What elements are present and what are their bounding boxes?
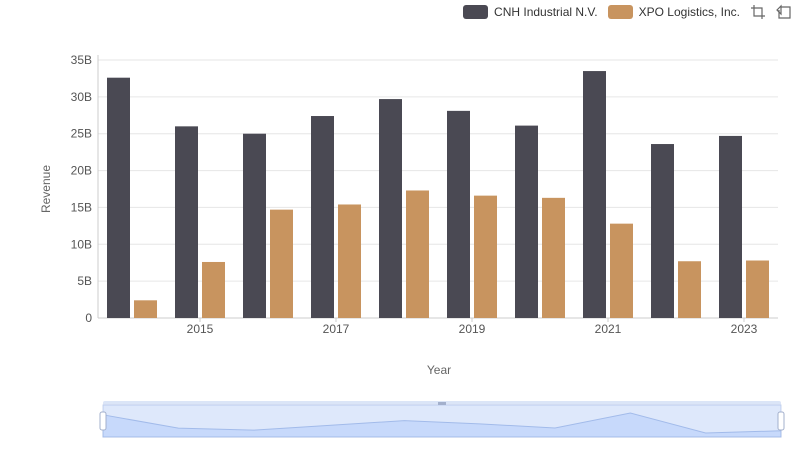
x-tick-label: 2017: [323, 322, 350, 336]
y-tick-label: 25B: [71, 127, 92, 141]
zoom-icon[interactable]: [750, 4, 766, 20]
x-tick-label: 2021: [595, 322, 622, 336]
bar-xpo-2021[interactable]: [610, 223, 633, 318]
reset-zoom-icon[interactable]: [776, 4, 792, 20]
bar-cnh-2016[interactable]: [243, 133, 266, 318]
bar-cnh-2015[interactable]: [175, 126, 198, 318]
bar-cnh-2017[interactable]: [311, 116, 334, 318]
bar-xpo-2017[interactable]: [338, 204, 361, 318]
bar-xpo-2022[interactable]: [678, 261, 701, 318]
y-tick-label: 10B: [71, 237, 92, 251]
bar-cnh-2019[interactable]: [447, 110, 470, 318]
bar-xpo-2014[interactable]: [134, 300, 157, 318]
bar-cnh-2023[interactable]: [719, 135, 742, 318]
data-zoom-selection[interactable]: [103, 405, 781, 437]
legend-item-cnh[interactable]: CNH Industrial N.V.: [463, 5, 598, 19]
legend-label-xpo: XPO Logistics, Inc.: [638, 5, 740, 19]
bar-cnh-2020[interactable]: [515, 125, 538, 318]
data-zoom-handle-left[interactable]: [99, 411, 107, 431]
legend-item-xpo[interactable]: XPO Logistics, Inc.: [607, 5, 740, 19]
bar-xpo-2018[interactable]: [406, 190, 429, 318]
y-tick-label: 30B: [71, 90, 92, 104]
data-zoom-handle-right[interactable]: [777, 411, 785, 431]
bar-xpo-2016[interactable]: [270, 209, 293, 318]
y-tick-label: 5B: [77, 274, 92, 288]
y-tick-label: 15B: [71, 200, 92, 214]
bar-cnh-2022[interactable]: [651, 144, 674, 318]
legend-label-cnh: CNH Industrial N.V.: [494, 5, 598, 19]
y-tick-label: 20B: [71, 164, 92, 178]
bar-cnh-2014[interactable]: [107, 77, 130, 318]
x-tick-label: 2019: [459, 322, 486, 336]
x-tick-label: 2015: [187, 322, 214, 336]
bar-cnh-2018[interactable]: [379, 99, 402, 318]
bar-cnh-2021[interactable]: [583, 71, 606, 318]
y-tick-label: 0: [85, 311, 92, 325]
bar-xpo-2019[interactable]: [474, 195, 497, 318]
x-tick-label: 2023: [731, 322, 758, 336]
bar-xpo-2023[interactable]: [746, 260, 769, 318]
legend-swatch-cnh: [463, 5, 489, 19]
data-zoom-preview-area: [102, 412, 782, 438]
y-tick-label: 35B: [71, 53, 92, 67]
legend: CNH Industrial N.V. XPO Logistics, Inc.: [463, 4, 792, 20]
legend-swatch-xpo: [607, 5, 633, 19]
x-axis-title: Year: [427, 363, 451, 377]
bar-xpo-2015[interactable]: [202, 261, 225, 318]
data-zoom-drag-grip[interactable]: [438, 402, 446, 405]
y-axis-title: Revenue: [39, 165, 53, 213]
bar-xpo-2020[interactable]: [542, 197, 565, 318]
